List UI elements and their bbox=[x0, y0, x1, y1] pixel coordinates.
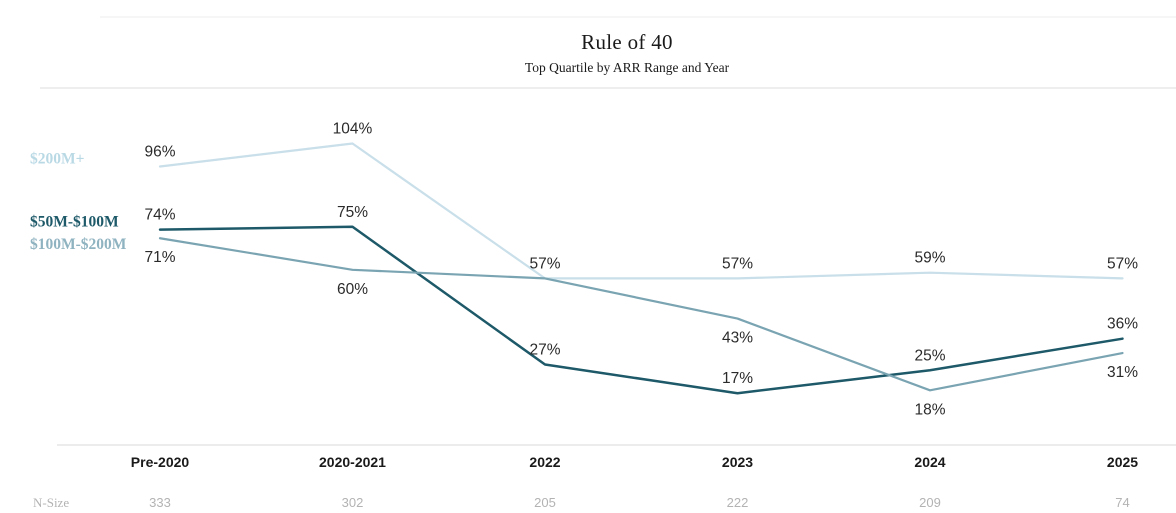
n-size-value: 333 bbox=[149, 495, 171, 510]
series-line-$100M-$200M bbox=[158, 237, 1124, 392]
legend-label-$100M-$200M: $100M-$200M bbox=[30, 236, 127, 253]
series-line-$50M-$100M bbox=[158, 225, 1124, 395]
data-point-label: 18% bbox=[914, 401, 945, 418]
n-size-row-label: N-Size bbox=[33, 495, 69, 510]
n-size-value: 205 bbox=[534, 495, 556, 510]
x-axis-label-2025: 2025 bbox=[1107, 454, 1138, 470]
data-point-label: 17% bbox=[722, 370, 753, 387]
legend-label-$200M+: $200M+ bbox=[30, 150, 85, 167]
n-size-value: 222 bbox=[727, 495, 749, 510]
n-size-value: 209 bbox=[919, 495, 941, 510]
data-point-label: 71% bbox=[144, 249, 175, 266]
data-point-label: 57% bbox=[1107, 255, 1138, 272]
data-point-label: 36% bbox=[1107, 316, 1138, 333]
data-point-label: 31% bbox=[1107, 364, 1138, 381]
series-line-$200M+ bbox=[158, 142, 1124, 280]
x-axis-label-2024: 2024 bbox=[914, 454, 945, 470]
x-axis-label-2023: 2023 bbox=[722, 454, 753, 470]
data-point-label: 27% bbox=[529, 342, 560, 359]
data-point-label: 96% bbox=[144, 143, 175, 160]
data-point-label: 57% bbox=[722, 255, 753, 272]
n-size-value: 302 bbox=[342, 495, 364, 510]
data-point-label: 43% bbox=[722, 330, 753, 347]
data-point-label: 75% bbox=[337, 204, 368, 221]
data-point-label: 74% bbox=[144, 207, 175, 224]
data-point-label: 59% bbox=[914, 250, 945, 267]
data-point-label: 57% bbox=[529, 255, 560, 272]
x-axis-label-2022: 2022 bbox=[529, 454, 560, 470]
legend-label-$50M-$100M: $50M-$100M bbox=[30, 214, 119, 231]
data-point-label: 60% bbox=[337, 281, 368, 298]
x-axis-label-2020-2021: 2020-2021 bbox=[319, 454, 386, 470]
x-axis-label-Pre-2020: Pre-2020 bbox=[131, 454, 190, 470]
n-size-value: 74 bbox=[1115, 495, 1129, 510]
data-point-label: 104% bbox=[333, 121, 373, 138]
data-point-label: 25% bbox=[914, 347, 945, 364]
